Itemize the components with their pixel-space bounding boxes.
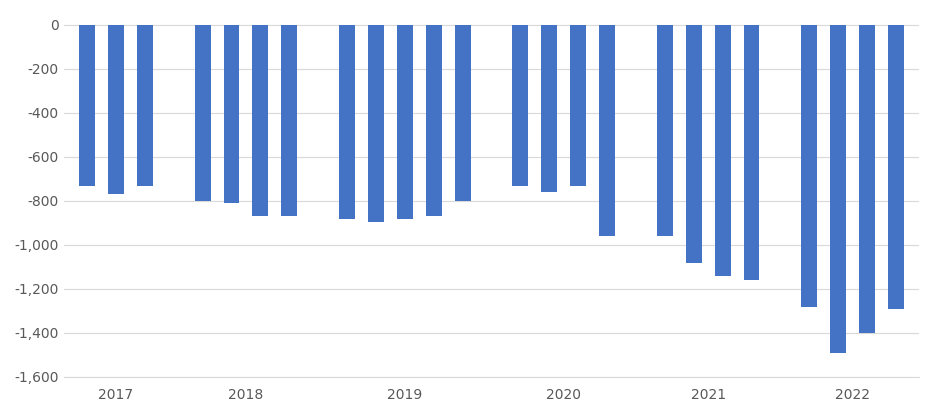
Bar bbox=[108, 25, 124, 194]
Bar bbox=[454, 25, 470, 201]
Bar bbox=[599, 25, 615, 236]
Bar bbox=[888, 25, 904, 309]
Bar bbox=[686, 25, 702, 262]
Bar bbox=[339, 25, 355, 218]
Bar bbox=[801, 25, 817, 307]
Bar bbox=[195, 25, 211, 201]
Bar bbox=[657, 25, 673, 236]
Bar bbox=[512, 25, 528, 186]
Bar bbox=[744, 25, 759, 280]
Bar bbox=[224, 25, 240, 203]
Bar bbox=[425, 25, 441, 216]
Bar bbox=[830, 25, 846, 353]
Bar bbox=[541, 25, 557, 192]
Bar bbox=[397, 25, 412, 218]
Bar bbox=[79, 25, 95, 186]
Bar bbox=[715, 25, 731, 276]
Bar bbox=[253, 25, 269, 216]
Bar bbox=[570, 25, 586, 186]
Bar bbox=[368, 25, 383, 222]
Bar bbox=[137, 25, 153, 186]
Bar bbox=[859, 25, 875, 333]
Bar bbox=[282, 25, 298, 216]
